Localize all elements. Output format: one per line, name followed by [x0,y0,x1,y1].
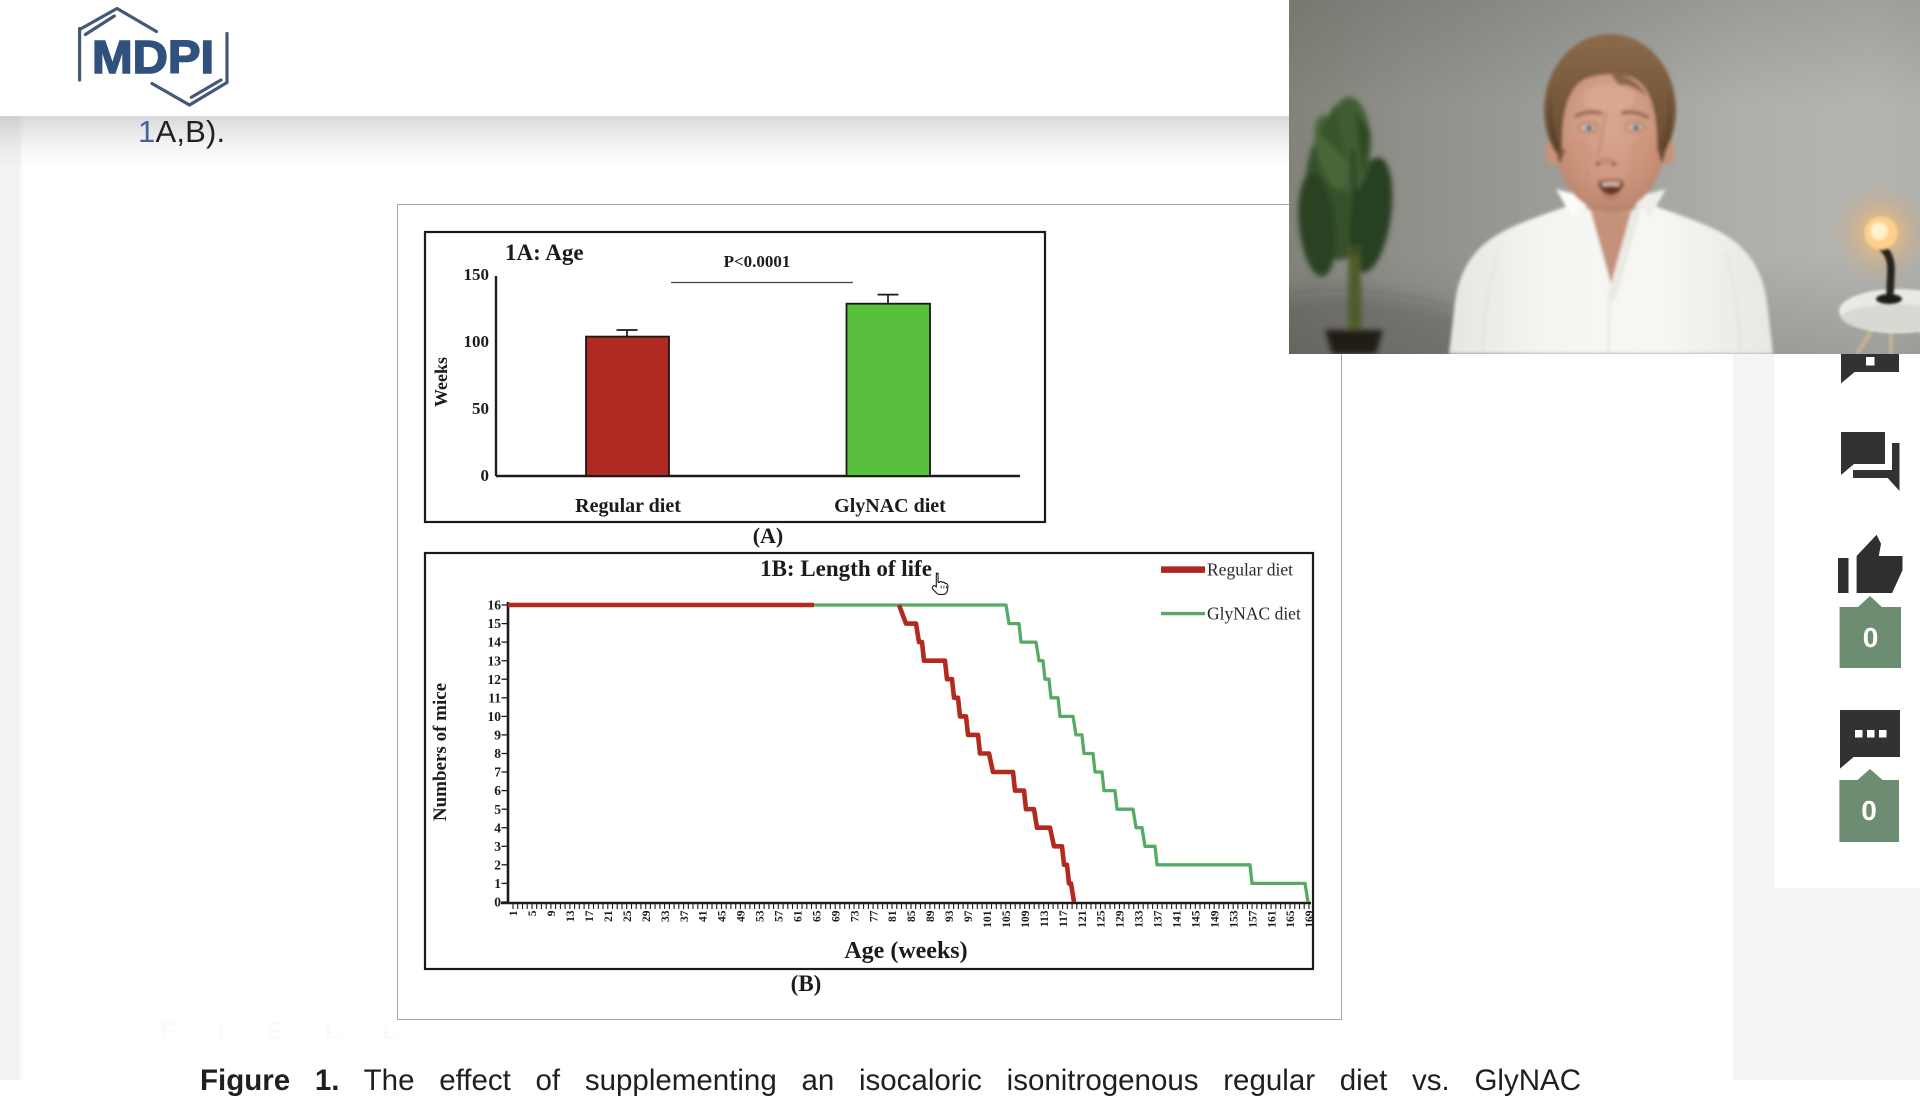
svg-text:GlyNAC diet: GlyNAC diet [834,495,946,517]
svg-text:0: 0 [494,895,501,910]
svg-text:2: 2 [494,857,501,872]
svg-text:69: 69 [830,910,842,922]
svg-text:0: 0 [1861,795,1877,826]
svg-text:65: 65 [811,910,823,922]
svg-text:4: 4 [494,820,501,835]
svg-text:17: 17 [584,910,596,922]
svg-text:6: 6 [494,783,501,798]
svg-text:11: 11 [488,690,501,705]
svg-text:157: 157 [1247,910,1259,928]
svg-text:93: 93 [944,910,956,922]
svg-text:8: 8 [494,746,501,761]
svg-text:113: 113 [1039,910,1051,927]
svg-text:61: 61 [793,910,805,922]
svg-text:3: 3 [494,839,501,854]
svg-text:1A: Age: 1A: Age [505,240,584,265]
svg-text:12: 12 [488,672,502,687]
svg-text:100: 100 [464,332,490,351]
svg-text:57: 57 [774,910,786,922]
svg-text:129: 129 [1115,910,1127,928]
svg-text:145: 145 [1191,910,1203,928]
svg-text:7: 7 [494,765,501,780]
svg-text:1B: Length of life: 1B: Length of life [760,556,932,581]
svg-text:105: 105 [1001,910,1013,928]
svg-text:149: 149 [1209,910,1221,928]
svg-text:25: 25 [622,910,634,922]
svg-text:121: 121 [1077,910,1089,928]
svg-text:125: 125 [1096,910,1108,928]
svg-text:GlyNAC diet: GlyNAC diet [1207,604,1301,624]
svg-text:15: 15 [488,616,502,631]
svg-text:77: 77 [868,910,880,922]
svg-text:(B): (B) [791,971,822,996]
svg-text:153: 153 [1228,910,1240,928]
svg-text:0: 0 [481,466,490,485]
svg-text:53: 53 [755,910,767,922]
svg-text:Numbers of mice: Numbers of mice [430,683,451,821]
svg-text:Regular diet: Regular diet [575,495,681,517]
svg-text:161: 161 [1266,910,1278,928]
svg-text:169: 169 [1304,910,1316,928]
svg-text:P<0.0001: P<0.0001 [724,252,791,271]
svg-text:109: 109 [1020,910,1032,928]
svg-text:16: 16 [488,598,502,613]
svg-text:Regular diet: Regular diet [1207,560,1293,580]
svg-text:73: 73 [849,910,861,922]
svg-text:133: 133 [1134,910,1146,928]
svg-text:150: 150 [464,265,490,284]
svg-text:21: 21 [603,910,615,922]
svg-text:Weeks: Weeks [431,357,451,407]
svg-text:45: 45 [717,910,729,922]
svg-text:14: 14 [488,635,502,650]
svg-text:137: 137 [1153,910,1165,928]
svg-text:13: 13 [565,910,577,922]
svg-text:85: 85 [906,910,918,922]
svg-text:101: 101 [982,910,994,928]
svg-text:165: 165 [1285,910,1297,928]
svg-text:MDPI: MDPI [92,31,214,83]
svg-text:37: 37 [679,910,691,922]
svg-text:49: 49 [736,910,748,922]
svg-text:89: 89 [925,910,937,922]
svg-text:1: 1 [494,876,501,891]
svg-text:10: 10 [488,709,502,724]
svg-text:33: 33 [660,910,672,922]
svg-text:117: 117 [1058,910,1070,927]
svg-text:(A): (A) [753,523,784,548]
svg-text:5: 5 [494,802,501,817]
svg-text:29: 29 [641,910,653,922]
svg-text:97: 97 [963,910,975,922]
svg-text:1: 1 [508,910,520,916]
svg-text:0: 0 [1863,622,1879,653]
svg-text:141: 141 [1172,910,1184,928]
svg-text:5: 5 [527,910,539,916]
svg-text:13: 13 [488,653,502,668]
svg-text:81: 81 [887,910,899,922]
svg-text:41: 41 [698,910,710,922]
svg-text:Age (weeks): Age (weeks) [844,938,967,964]
svg-text:9: 9 [546,910,558,916]
svg-text:50: 50 [472,399,489,418]
svg-text:9: 9 [494,728,501,743]
